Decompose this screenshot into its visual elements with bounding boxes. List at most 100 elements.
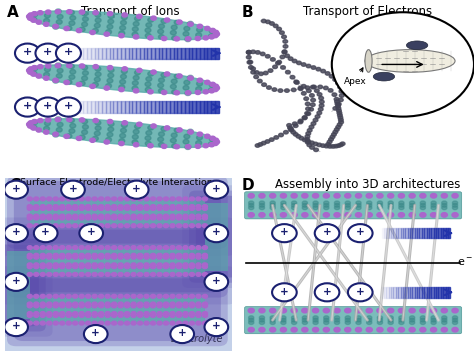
Circle shape (270, 213, 276, 217)
Circle shape (86, 304, 91, 308)
Circle shape (170, 197, 175, 201)
Bar (113, 102, 117, 113)
Circle shape (32, 12, 37, 16)
Circle shape (118, 216, 123, 220)
Circle shape (334, 98, 339, 101)
Circle shape (183, 321, 188, 325)
Circle shape (44, 76, 49, 80)
Circle shape (47, 313, 52, 317)
Circle shape (144, 255, 149, 259)
Circle shape (158, 83, 164, 88)
Circle shape (259, 206, 264, 210)
Bar (389, 287, 391, 297)
Circle shape (328, 89, 333, 92)
Circle shape (86, 312, 91, 316)
Circle shape (197, 24, 202, 28)
Circle shape (305, 141, 310, 144)
Circle shape (420, 203, 426, 207)
Circle shape (399, 206, 404, 210)
Bar (382, 287, 384, 297)
Circle shape (144, 214, 149, 218)
Circle shape (53, 246, 58, 250)
Circle shape (291, 213, 297, 217)
Circle shape (176, 214, 182, 218)
Circle shape (47, 207, 52, 211)
Circle shape (47, 216, 52, 220)
Circle shape (79, 118, 85, 122)
Circle shape (66, 263, 71, 267)
Circle shape (66, 253, 71, 257)
Circle shape (388, 316, 393, 320)
Circle shape (170, 224, 175, 228)
Circle shape (90, 84, 95, 88)
Circle shape (298, 87, 303, 91)
Circle shape (316, 67, 321, 71)
Circle shape (190, 273, 194, 276)
Circle shape (190, 246, 194, 250)
Circle shape (204, 181, 228, 199)
Circle shape (259, 308, 265, 313)
Text: +: + (23, 47, 32, 57)
Bar (155, 48, 158, 59)
Circle shape (261, 19, 266, 23)
Circle shape (277, 60, 282, 64)
Bar (170, 102, 173, 113)
Circle shape (66, 216, 71, 220)
Circle shape (27, 263, 32, 267)
Circle shape (53, 207, 58, 211)
Circle shape (66, 224, 71, 228)
Circle shape (60, 246, 65, 250)
Circle shape (107, 12, 113, 16)
Circle shape (441, 213, 447, 217)
Circle shape (108, 19, 114, 24)
Circle shape (105, 246, 110, 250)
Circle shape (213, 33, 218, 38)
Circle shape (170, 325, 194, 343)
Circle shape (66, 204, 71, 208)
Circle shape (73, 313, 78, 317)
Circle shape (190, 204, 194, 208)
Circle shape (345, 316, 350, 320)
Circle shape (53, 302, 58, 306)
Circle shape (298, 120, 303, 124)
Circle shape (111, 294, 117, 298)
Circle shape (105, 321, 110, 325)
Circle shape (248, 66, 253, 69)
Circle shape (132, 140, 138, 144)
Circle shape (60, 312, 65, 316)
Circle shape (184, 26, 190, 31)
Circle shape (202, 204, 208, 208)
Circle shape (202, 216, 208, 220)
Text: Transport of Ions: Transport of Ions (81, 5, 179, 18)
Ellipse shape (406, 41, 428, 50)
Circle shape (108, 68, 114, 72)
Circle shape (196, 224, 201, 228)
Circle shape (366, 318, 372, 322)
Circle shape (204, 318, 228, 336)
Circle shape (69, 21, 75, 26)
Circle shape (202, 246, 208, 250)
Circle shape (44, 126, 49, 131)
Circle shape (298, 119, 303, 122)
Circle shape (125, 312, 129, 316)
Circle shape (281, 201, 286, 205)
Circle shape (280, 193, 286, 198)
Bar (417, 287, 419, 297)
Circle shape (69, 129, 75, 133)
Circle shape (37, 11, 43, 15)
Circle shape (388, 213, 394, 217)
Circle shape (151, 124, 156, 128)
Circle shape (131, 304, 136, 308)
Circle shape (53, 265, 58, 269)
Bar (419, 287, 422, 297)
Circle shape (79, 81, 85, 86)
Circle shape (324, 321, 329, 324)
Circle shape (27, 304, 32, 308)
Circle shape (302, 327, 308, 332)
Circle shape (79, 263, 84, 267)
Circle shape (144, 265, 149, 269)
Circle shape (111, 312, 117, 316)
Circle shape (283, 131, 288, 134)
Circle shape (270, 206, 275, 210)
Circle shape (92, 224, 97, 228)
